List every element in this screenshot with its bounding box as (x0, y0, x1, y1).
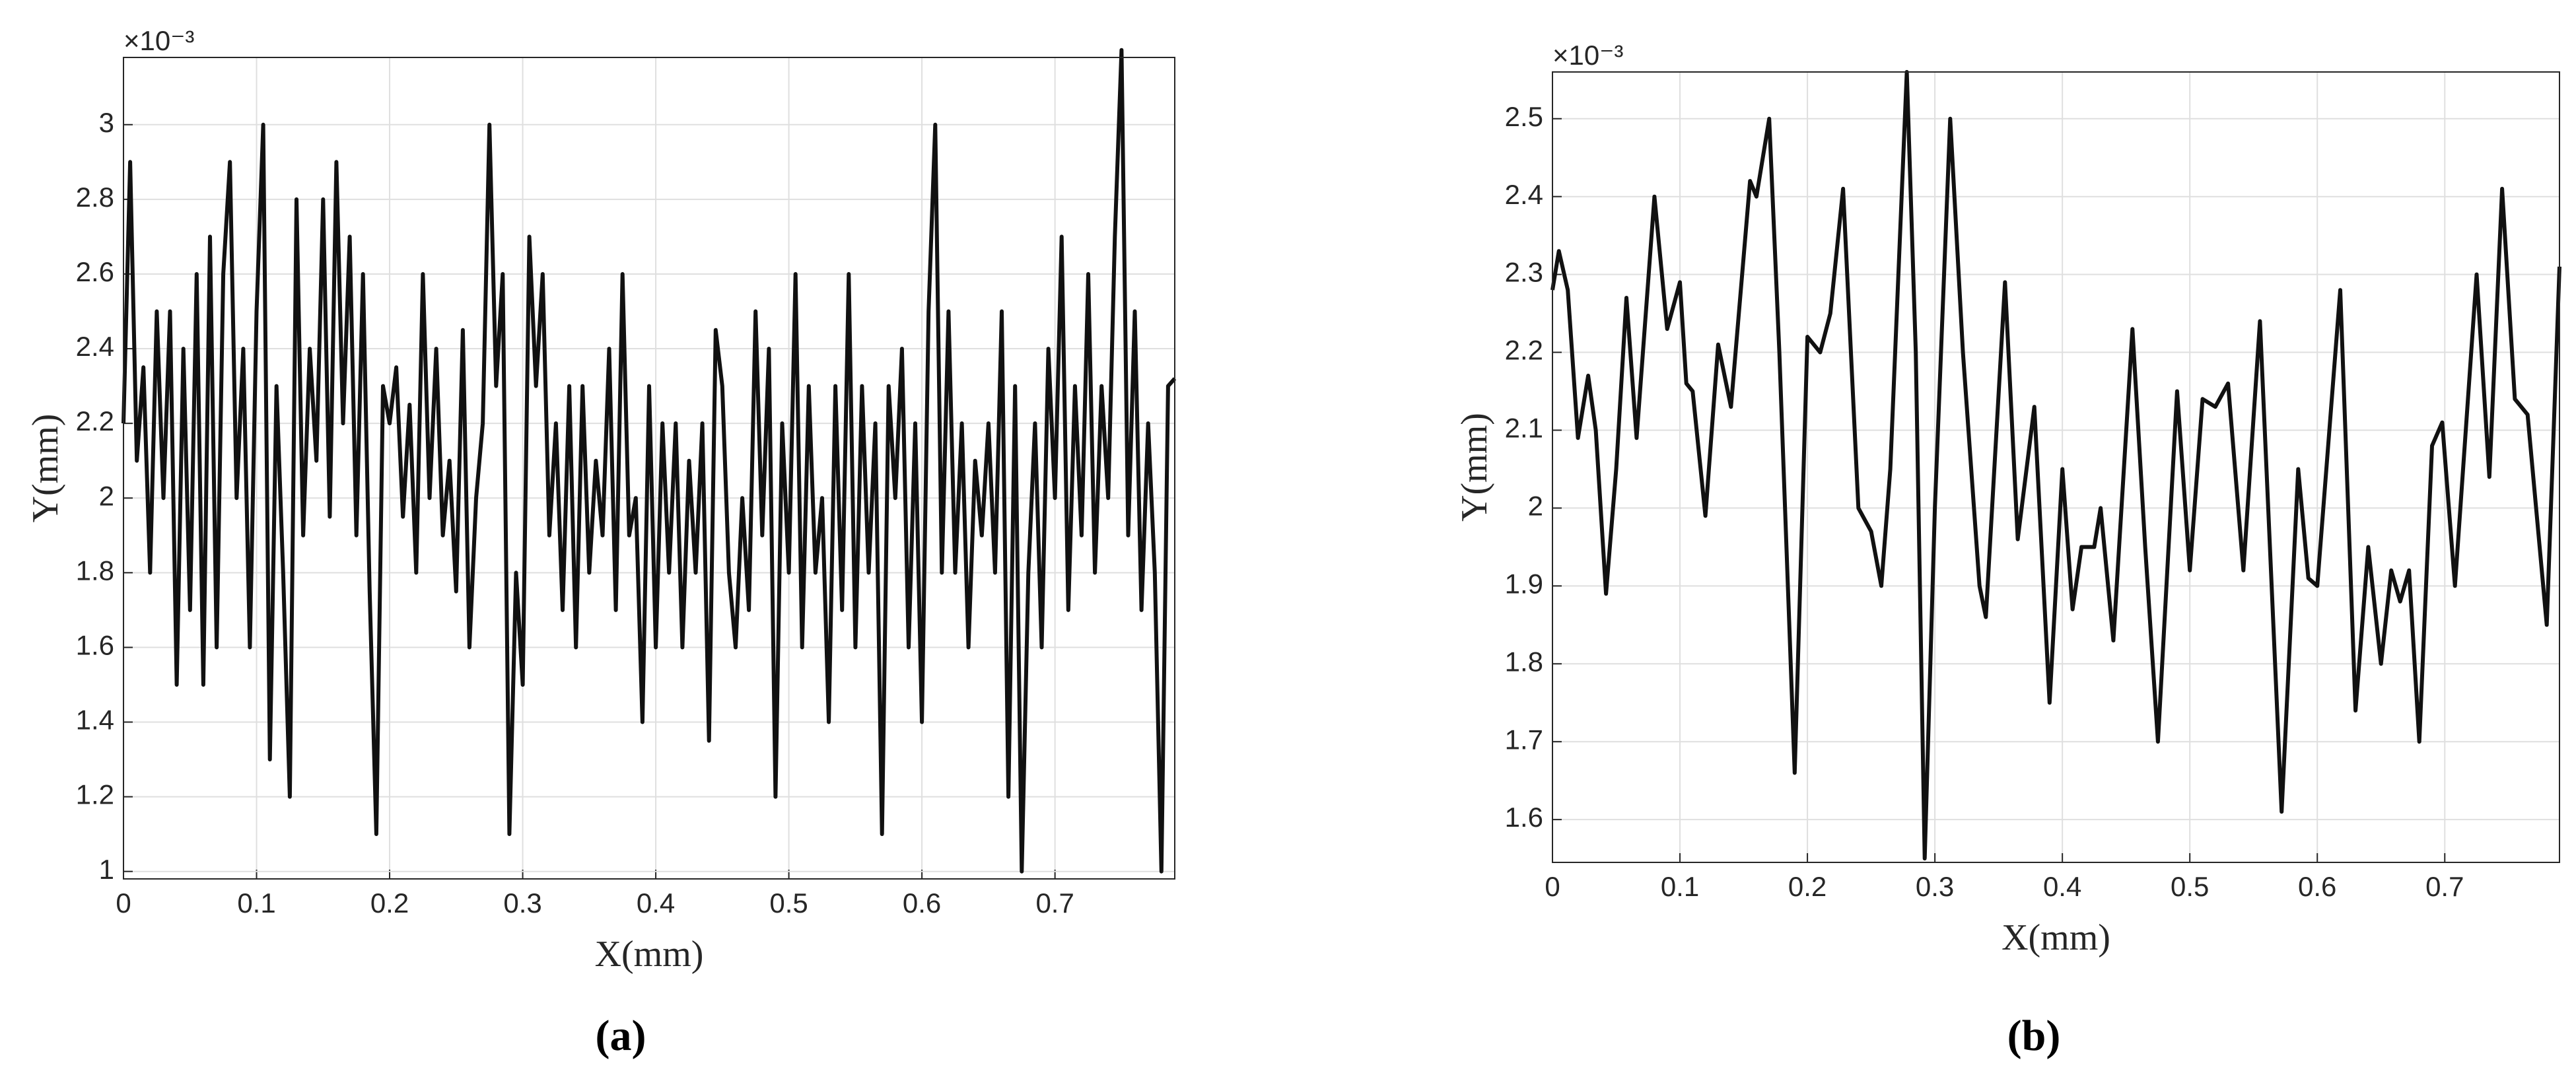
axes-box (1552, 71, 2560, 863)
y-tick-label: 1.7 (1505, 724, 1543, 755)
data-line (122, 48, 1177, 874)
axes-box (123, 57, 1175, 880)
plot-area (1552, 72, 2559, 862)
y-multiplier: ×10⁻³ (1552, 40, 1623, 71)
y-tick-label: 1.6 (76, 630, 114, 661)
x-tick-label: 0.6 (2298, 871, 2336, 902)
y-tick-label: 2.8 (76, 182, 114, 213)
x-tick-label: 0.7 (1035, 887, 1074, 919)
y-tick-label: 2.2 (1505, 335, 1543, 366)
y-tick-label: 1.2 (76, 779, 114, 810)
y-tick-label: 1.6 (1505, 802, 1543, 833)
y-tick-label: 1.4 (76, 705, 114, 736)
y-tick-label: 1.8 (76, 555, 114, 586)
y-tick-label: 2.4 (76, 331, 114, 362)
x-tick-label: 0.4 (637, 887, 675, 919)
x-tick-label: 0.1 (1661, 871, 1699, 902)
y-multiplier: ×10⁻³ (123, 25, 194, 56)
x-tick-label: 0.2 (1788, 871, 1827, 902)
y-tick-label: 1 (99, 854, 114, 885)
y-tick-label: 2.1 (1505, 413, 1543, 444)
y-tick-label: 2.3 (1505, 257, 1543, 288)
y-axis-label: Y(mm) (1454, 413, 1495, 522)
y-tick-label: 2.5 (1505, 101, 1543, 132)
x-tick-label: 0 (116, 887, 131, 919)
x-tick-label: 0 (1545, 871, 1560, 902)
caption: (a) (596, 1012, 646, 1060)
y-tick-label: 2 (99, 480, 114, 511)
y-tick-label: 3 (99, 107, 114, 138)
x-tick-label: 0.7 (2425, 871, 2464, 902)
data-line (1550, 70, 2561, 861)
x-axis-label: X(mm) (2002, 917, 2110, 958)
x-tick-label: 0.3 (1916, 871, 1954, 902)
x-tick-label: 0.2 (370, 887, 409, 919)
y-tick-label: 2 (1528, 491, 1543, 522)
y-tick-label: 2.4 (1505, 179, 1543, 210)
y-tick-label: 2.2 (76, 405, 114, 436)
x-tick-label: 0.5 (2171, 871, 2209, 902)
y-tick-label: 2.6 (76, 256, 114, 287)
x-tick-label: 0.3 (503, 887, 541, 919)
x-tick-label: 0.5 (769, 887, 808, 919)
x-tick-label: 0.6 (903, 887, 941, 919)
y-tick-label: 1.8 (1505, 646, 1543, 677)
y-tick-label: 1.9 (1505, 568, 1543, 599)
caption: (b) (2007, 1012, 2061, 1060)
y-axis-label: Y(mm) (25, 414, 66, 523)
x-tick-label: 0.1 (237, 887, 275, 919)
x-tick-label: 0.4 (2043, 871, 2081, 902)
x-axis-label: X(mm) (595, 934, 704, 975)
